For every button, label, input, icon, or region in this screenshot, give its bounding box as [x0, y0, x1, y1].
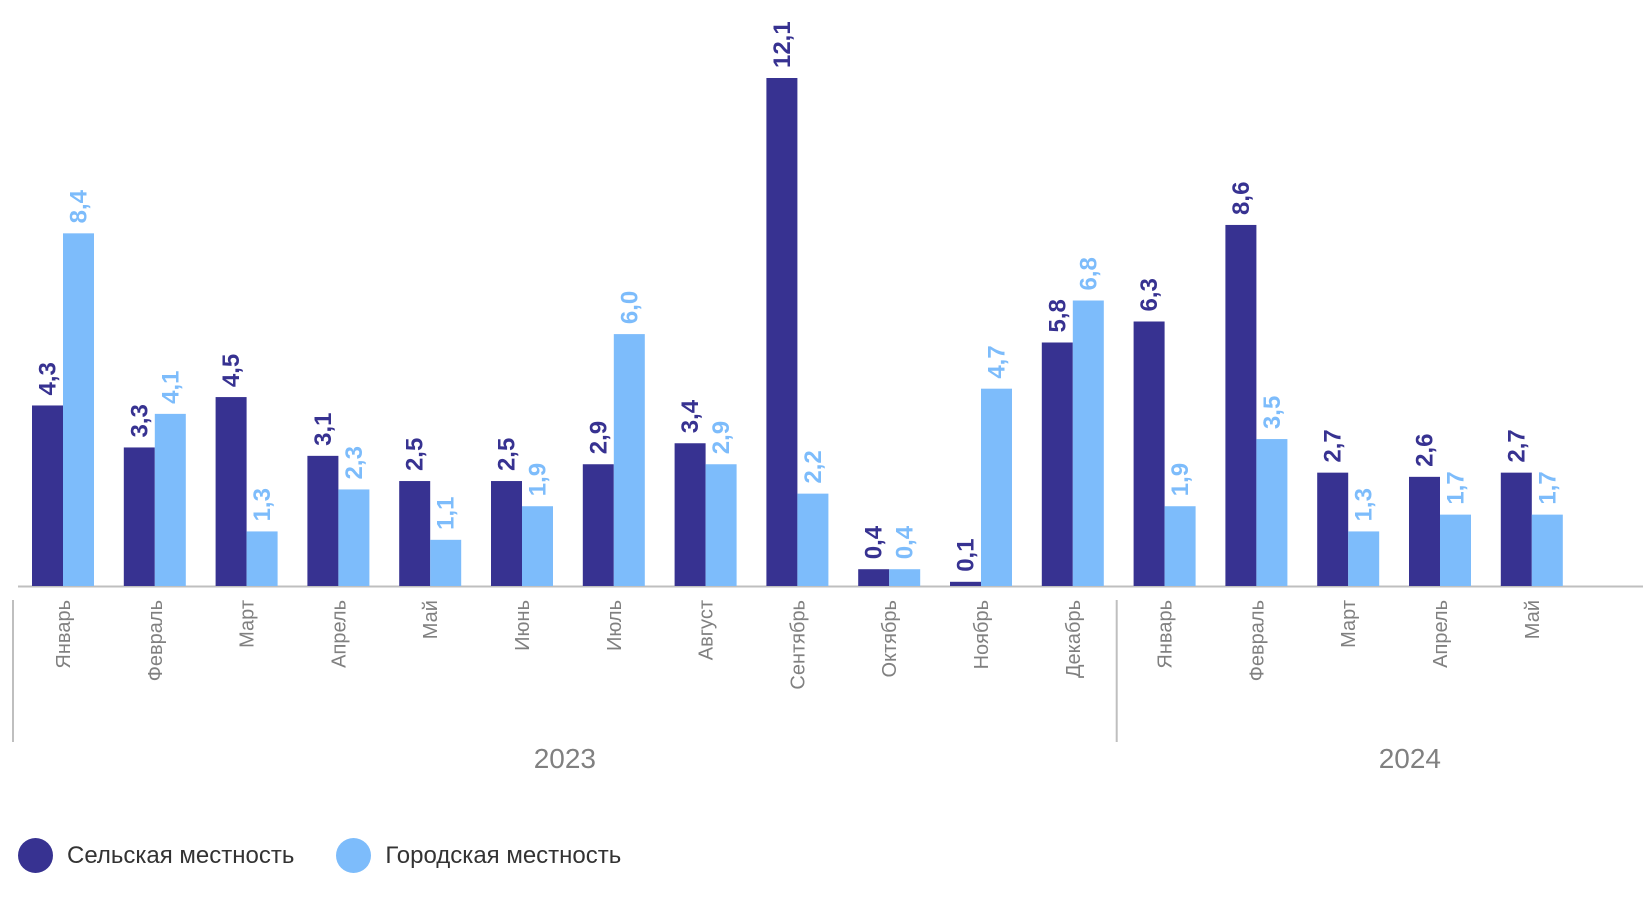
data-label-rural: 2,9 — [585, 421, 612, 454]
bar-rural — [307, 455, 339, 586]
year-label-2024: 2024 — [1379, 743, 1441, 774]
data-label-rural: 2,5 — [402, 438, 429, 471]
data-label-rural: 8,6 — [1228, 182, 1255, 215]
data-label-rural: 3,1 — [310, 412, 337, 445]
x-tick-label: Август — [696, 600, 718, 660]
bar-urban — [1072, 300, 1104, 586]
bar-rural — [766, 78, 798, 586]
bar-rural — [1133, 321, 1165, 586]
x-tick-label: Апрель — [328, 600, 350, 668]
data-label-urban: 1,7 — [1443, 471, 1470, 504]
data-label-urban: 4,1 — [157, 370, 184, 403]
x-tick-label: Январь — [1155, 600, 1177, 669]
bar-urban — [1531, 514, 1563, 586]
bar-rural — [582, 464, 614, 586]
data-label-rural: 0,1 — [953, 538, 980, 571]
bar-rural — [950, 581, 981, 586]
data-label-rural: 4,5 — [218, 354, 245, 387]
bar-urban — [338, 489, 370, 586]
bar-rural — [1041, 342, 1073, 586]
legend-label-rural: Сельская местность — [67, 841, 295, 869]
data-label-urban: 2,3 — [341, 446, 368, 479]
bar-rural — [491, 481, 522, 586]
x-tick-label: Сентябрь — [787, 600, 809, 690]
x-tick-label: Март — [1338, 600, 1360, 648]
data-label-rural: 2,7 — [1320, 429, 1347, 462]
legend-item-rural[interactable]: Сельская местность — [18, 838, 294, 873]
bar-rural — [1225, 224, 1257, 587]
data-label-urban: 1,9 — [1167, 463, 1194, 496]
x-tick-label: Январь — [53, 600, 75, 669]
legend-label-urban: Городская местность — [385, 841, 622, 869]
data-label-urban: 6,8 — [1075, 257, 1102, 290]
legend-item-urban[interactable]: Городская местность — [336, 838, 621, 873]
bar-rural — [674, 443, 706, 586]
bar-urban — [889, 569, 921, 586]
bar-urban — [705, 464, 737, 586]
bar-urban — [63, 233, 94, 586]
data-label-urban: 1,3 — [249, 488, 276, 521]
x-tick-label: Май — [1522, 600, 1544, 639]
data-label-urban: 2,9 — [708, 421, 735, 454]
x-tick-label: Март — [237, 600, 259, 648]
year-label-2023: 2023 — [534, 743, 596, 774]
bar-rural — [858, 569, 890, 586]
bar-urban — [981, 388, 1012, 586]
bar-urban — [246, 531, 278, 586]
bar-urban — [1440, 514, 1471, 586]
data-label-rural: 3,3 — [126, 404, 153, 437]
bar-urban — [522, 506, 553, 586]
data-label-urban: 1,1 — [433, 496, 460, 529]
legend-swatch-rural — [18, 838, 53, 873]
x-tick-label: Февраль — [145, 600, 167, 681]
data-label-urban: 4,7 — [984, 345, 1011, 378]
bar-rural — [123, 447, 155, 586]
x-tick-label: Май — [420, 600, 442, 639]
data-label-rural: 4,3 — [35, 362, 62, 395]
x-tick-label: Декабрь — [1063, 600, 1085, 678]
bar-urban — [613, 334, 645, 586]
bar-urban — [1164, 506, 1196, 586]
data-label-urban: 3,5 — [1259, 396, 1286, 429]
x-tick-label: Ноябрь — [971, 600, 993, 669]
data-label-urban: 1,3 — [1351, 488, 1378, 521]
bar-rural — [215, 397, 247, 586]
bar-urban — [797, 493, 829, 586]
bar-rural — [399, 481, 431, 586]
data-label-urban: 0,4 — [892, 525, 919, 559]
data-label-urban: 8,4 — [66, 189, 93, 223]
data-label-rural: 2,7 — [1503, 429, 1530, 462]
data-label-urban: 2,2 — [800, 450, 827, 483]
x-tick-label: Февраль — [1246, 600, 1268, 681]
bar-rural — [32, 405, 63, 586]
bar-rural — [1317, 472, 1349, 586]
data-label-urban: 1,9 — [525, 463, 552, 496]
bar-urban — [1348, 531, 1380, 586]
bar-rural — [1500, 472, 1532, 586]
x-tick-label: Апрель — [1430, 600, 1452, 668]
data-label-rural: 6,3 — [1136, 278, 1163, 311]
data-label-rural: 0,4 — [861, 525, 888, 559]
legend: Сельская местность Городская местность — [18, 838, 663, 873]
data-label-urban: 6,0 — [616, 291, 643, 324]
data-label-rural: 5,8 — [1044, 299, 1071, 332]
legend-swatch-urban — [336, 838, 372, 873]
x-tick-label: Июль — [604, 600, 626, 651]
data-label-rural: 12,1 — [769, 21, 796, 68]
x-tick-label: Октябрь — [879, 600, 901, 678]
bar-urban — [154, 413, 186, 586]
bar-urban — [430, 539, 462, 586]
data-label-rural: 2,6 — [1412, 433, 1439, 466]
data-label-rural: 2,5 — [494, 438, 521, 471]
data-label-rural: 3,4 — [677, 399, 704, 433]
bar-urban — [1256, 439, 1288, 586]
x-tick-label: Июнь — [512, 600, 534, 651]
bar-rural — [1409, 476, 1440, 586]
data-label-urban: 1,7 — [1534, 471, 1561, 504]
